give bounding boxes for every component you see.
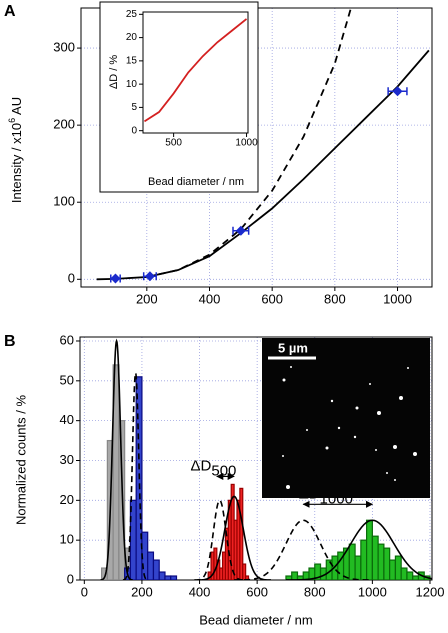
x-tick-label: 800: [324, 291, 346, 306]
x-tick-label: 200: [136, 291, 158, 306]
x-tick-label: 200: [131, 584, 153, 599]
fit-curve: [122, 370, 149, 580]
histogram-bar: [170, 575, 178, 580]
fit-curve: [285, 519, 432, 580]
y-tick-label: 20: [60, 492, 74, 507]
histogram-bar: [406, 571, 414, 580]
y-tick-label: 5: [131, 102, 137, 113]
plot-frame: [142, 11, 249, 134]
histogram-bar: [412, 575, 420, 580]
panel-label: B: [4, 333, 16, 350]
x-tick-label: 1000: [358, 584, 387, 599]
y-tick-label: 100: [53, 194, 75, 209]
histogram-bar: [129, 499, 137, 580]
histogram-bar: [400, 567, 408, 580]
y-tick-label: 0: [67, 571, 74, 586]
y-tick-label: 30: [60, 452, 74, 467]
y-tick-label: 15: [126, 56, 138, 67]
histogram-bar: [383, 547, 391, 580]
fit-curve: [100, 338, 133, 580]
x-tick-label: 600: [261, 291, 283, 306]
x-tick-label: 1000: [235, 138, 258, 149]
x-tick-label: 500: [165, 138, 182, 149]
histogram-bar: [354, 555, 362, 580]
data-point: [235, 225, 246, 236]
data-point: [144, 271, 155, 282]
histogram-bar: [371, 535, 379, 580]
y-tick-label: 0: [68, 271, 75, 286]
y-tick-label: 60: [60, 332, 74, 347]
plot-frame: [79, 336, 433, 581]
histogram-bar: [245, 575, 250, 580]
curve: [143, 18, 248, 123]
curve: [96, 49, 430, 281]
histogram-bar: [291, 571, 299, 580]
y-tick-label: 200: [53, 117, 75, 132]
x-tick-label: 1200: [416, 584, 445, 599]
histogram-bar: [366, 519, 373, 580]
y-tick-label: 10: [126, 79, 138, 90]
annotation-sub: 500: [211, 462, 236, 479]
y-axis-label: ΔD / %: [108, 55, 120, 89]
y-tick-label: 0: [131, 125, 137, 136]
histogram-bar: [158, 571, 166, 580]
microscope-image: 5 µm: [262, 338, 430, 498]
x-tick-label: 0: [81, 584, 88, 599]
histogram-bar: [394, 555, 402, 580]
x-axis-label: Bead diameter / nm: [148, 176, 244, 188]
x-tick-label: 800: [304, 584, 326, 599]
histogram-bar: [152, 559, 160, 580]
fit-curve: [234, 519, 373, 580]
data-point: [392, 86, 403, 97]
y-tick-label: 40: [60, 412, 74, 427]
histogram-bar: [377, 543, 385, 580]
data-point: [110, 273, 121, 284]
histogram-bar: [147, 551, 155, 580]
x-tick-label: 1000: [383, 291, 412, 306]
x-tick-label: 400: [199, 291, 221, 306]
inset-frame: Bead diameter / nm ΔD / %: [99, 1, 259, 193]
histogram-bar: [164, 575, 172, 580]
x-tick-label: 600: [246, 584, 268, 599]
x-axis-label: Bead diameter / nm: [199, 612, 312, 627]
y-axis-label: Intensity / x106 AU: [7, 97, 24, 203]
beads: [282, 366, 417, 489]
scale-bar-label: 5 µm: [278, 340, 308, 355]
inset-box: [99, 1, 259, 193]
y-tick-label: 25: [126, 9, 138, 20]
histogram-bar: [348, 543, 356, 580]
annotation: ΔD500: [191, 457, 237, 479]
y-axis-label: Normalized counts / %: [13, 395, 28, 525]
y-tick-label: 50: [60, 372, 74, 387]
y-tick-label: 10: [60, 532, 74, 547]
x-tick-label: 400: [189, 584, 211, 599]
y-tick-label: 300: [53, 40, 75, 55]
histogram-bar: [389, 559, 397, 580]
y-tick-label: 20: [126, 32, 138, 43]
image: [262, 338, 430, 498]
curve: [146, 9, 352, 278]
histogram-bar: [360, 539, 368, 580]
panel-label: A: [4, 3, 16, 20]
annotation-label: ΔD: [191, 457, 212, 474]
